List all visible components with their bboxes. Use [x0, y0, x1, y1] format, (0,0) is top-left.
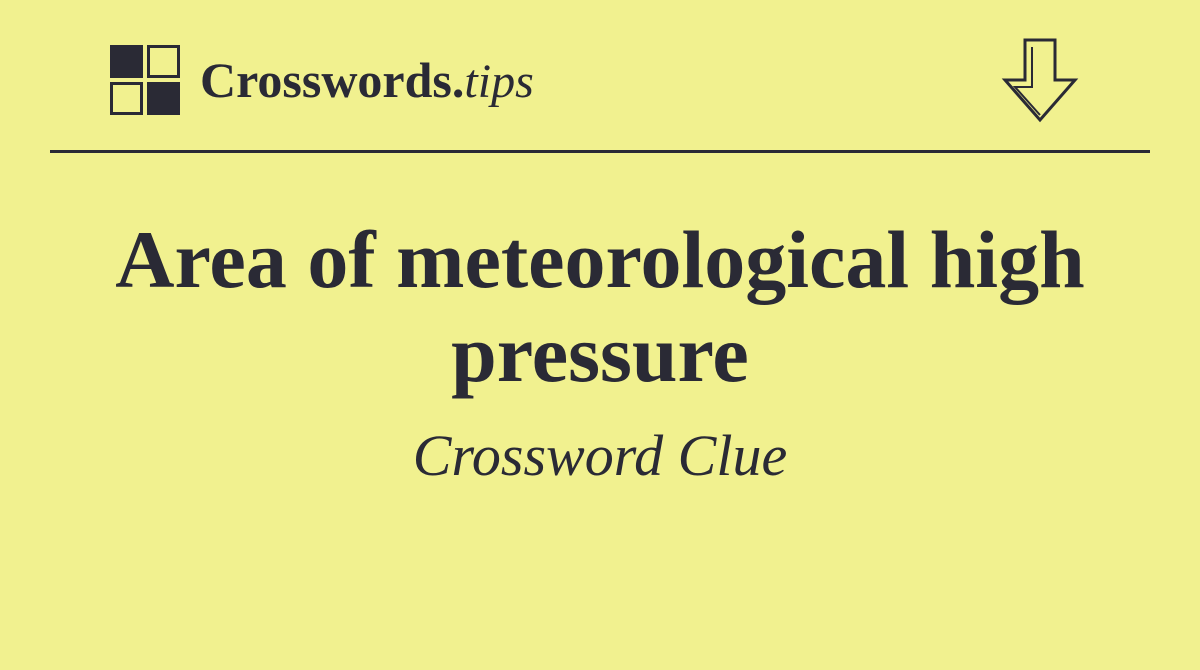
crossword-logo-icon	[110, 45, 180, 115]
logo-word1: Crosswords	[200, 52, 452, 108]
subtitle: Crossword Clue	[80, 422, 1120, 489]
content-area: Area of meteorological high pressure Cro…	[0, 153, 1200, 489]
logo-text: Crosswords.tips	[200, 51, 534, 109]
logo-word2: tips	[464, 55, 533, 108]
logo-section: Crosswords.tips	[110, 45, 534, 115]
down-arrow-icon	[990, 30, 1090, 130]
logo-separator: .	[452, 52, 465, 108]
header: Crosswords.tips	[50, 0, 1150, 153]
clue-title: Area of meteorological high pressure	[80, 213, 1120, 402]
